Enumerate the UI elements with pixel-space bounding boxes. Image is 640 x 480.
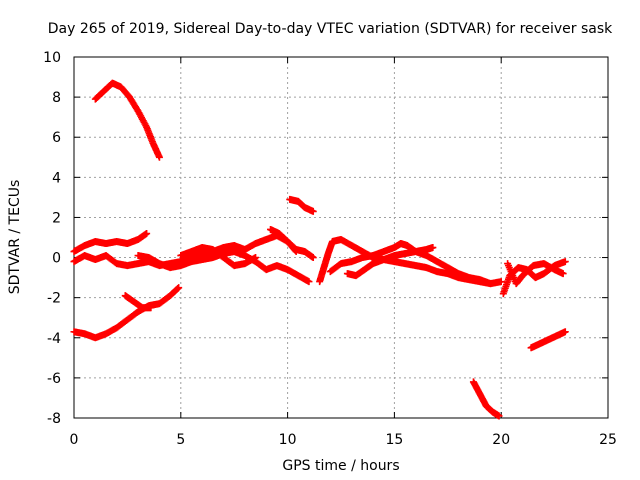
plot-frame [73, 56, 609, 419]
x-axis-label: GPS time / hours [282, 458, 399, 474]
y-tick-label: 4 [52, 170, 61, 186]
data-point [143, 229, 151, 237]
data-point [309, 207, 317, 215]
y-tick-label: 2 [52, 210, 61, 226]
series-arc-15 [504, 260, 567, 288]
data-point [429, 244, 437, 252]
chart-title: Day 265 of 2019, Sidereal Day-to-day VTE… [48, 21, 613, 37]
data-point [147, 304, 155, 312]
x-tick-label: 5 [176, 432, 185, 448]
y-tick-label: -6 [47, 371, 61, 387]
y-tick-label: 10 [43, 50, 61, 66]
series-arc-12 [343, 244, 437, 280]
series-arc-16 [527, 328, 569, 352]
gridlines [74, 57, 608, 418]
data-point [559, 270, 567, 278]
data-point [561, 328, 569, 336]
y-tick-labels: -8 -6 -4 -2 0 2 4 6 8 10 [43, 50, 61, 427]
series-arc-2 [70, 284, 183, 342]
data-point [495, 412, 503, 420]
data-marks [70, 79, 569, 420]
data-point [155, 153, 163, 161]
x-tick-label: 10 [279, 432, 297, 448]
series-arc-13 [469, 378, 503, 420]
series-arc-3 [121, 292, 155, 312]
data-point [174, 284, 182, 292]
series-arc-7 [177, 244, 260, 270]
series-arc-5 [70, 231, 300, 270]
y-tick-label: 6 [52, 130, 61, 146]
x-tick-label: 0 [70, 432, 79, 448]
y-tick-label: -8 [47, 411, 61, 427]
x-tick-labels: 0 5 10 15 20 25 [70, 432, 617, 448]
series-arc-6 [134, 248, 313, 286]
y-tick-label: -2 [47, 291, 61, 307]
y-tick-label: 8 [52, 90, 61, 106]
series-arc-8 [267, 225, 317, 262]
data-point [487, 280, 495, 288]
x-tick-label: 25 [599, 432, 617, 448]
series-arc-4 [70, 229, 151, 256]
y-tick-label: -4 [47, 331, 61, 347]
y-tick-label: 0 [52, 251, 61, 267]
data-point [561, 258, 569, 266]
data-point [305, 278, 313, 286]
x-tick-label: 20 [492, 432, 510, 448]
data-point [175, 284, 183, 292]
data-point [309, 254, 317, 262]
data-point [497, 278, 505, 286]
series-arc-9 [286, 195, 317, 215]
series-arc-1 [91, 79, 163, 161]
series-arc-11 [326, 240, 495, 288]
x-tick-label: 15 [385, 432, 403, 448]
y-axis-label: SDTVAR / TECUs [7, 180, 23, 295]
data-point [252, 254, 260, 262]
axis-ticks [73, 56, 609, 419]
